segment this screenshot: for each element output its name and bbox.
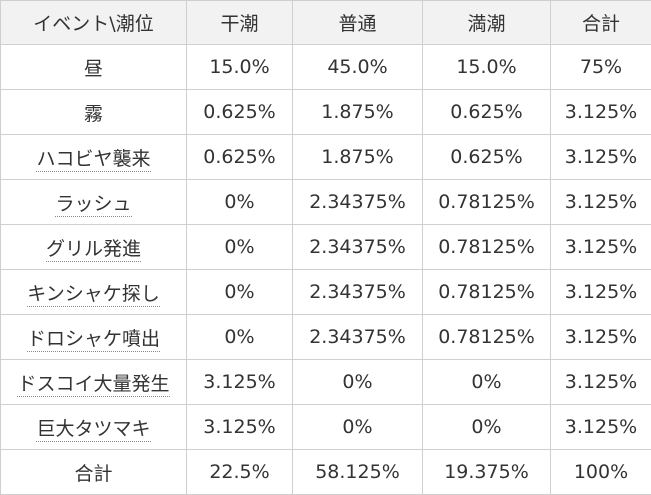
header-high-tide: 満潮 (423, 1, 551, 45)
low-tide-cell: 0% (187, 270, 293, 315)
table-row: キンシャケ探し 0%2.34375%0.78125%3.125% (1, 270, 651, 315)
event-cell: キンシャケ探し (1, 270, 187, 315)
event-link[interactable]: ドロシャケ噴出 (27, 328, 160, 352)
event-link[interactable]: ハコビヤ襲来 (36, 148, 150, 172)
high-tide-cell: 0.78125% (423, 225, 551, 270)
normal-tide-cell: 0% (293, 405, 423, 450)
normal-tide-cell: 2.34375% (293, 270, 423, 315)
total-cell: 3.125% (551, 315, 651, 360)
normal-tide-cell: 45.0% (293, 45, 423, 90)
normal-tide-cell: 2.34375% (293, 315, 423, 360)
table-row: グリル発進 0%2.34375%0.78125%3.125% (1, 225, 651, 270)
header-low-tide: 干潮 (187, 1, 293, 45)
event-label: 合計 (74, 463, 112, 485)
event-link[interactable]: 巨大タツマキ (36, 418, 150, 442)
normal-tide-cell: 1.875% (293, 90, 423, 135)
event-link[interactable]: ドスコイ大量発生 (17, 373, 169, 397)
header-row: イベント\潮位 干潮 普通 満潮 合計 (1, 1, 651, 45)
total-cell: 3.125% (551, 225, 651, 270)
event-cell: 昼 (1, 45, 187, 90)
event-cell: グリル発進 (1, 225, 187, 270)
event-cell: 巨大タツマキ (1, 405, 187, 450)
high-tide-cell: 15.0% (423, 45, 551, 90)
total-cell: 100% (551, 450, 651, 495)
event-label: 霧 (84, 103, 103, 125)
total-cell: 3.125% (551, 135, 651, 180)
total-cell: 75% (551, 45, 651, 90)
low-tide-cell: 22.5% (187, 450, 293, 495)
event-cell: 合計 (1, 450, 187, 495)
event-cell: ラッシュ (1, 180, 187, 225)
event-cell: 霧 (1, 90, 187, 135)
event-link[interactable]: キンシャケ探し (27, 283, 159, 307)
table-row: ラッシュ 0%2.34375%0.78125%3.125% (1, 180, 651, 225)
header-event-tide: イベント\潮位 (1, 1, 187, 45)
total-cell: 3.125% (551, 360, 651, 405)
high-tide-cell: 0% (423, 360, 551, 405)
low-tide-cell: 0% (187, 315, 293, 360)
table-row: 合計 22.5%58.125%19.375%100% (1, 450, 651, 495)
total-cell: 3.125% (551, 180, 651, 225)
normal-tide-cell: 0% (293, 360, 423, 405)
event-cell: ハコビヤ襲来 (1, 135, 187, 180)
high-tide-cell: 0% (423, 405, 551, 450)
normal-tide-cell: 2.34375% (293, 225, 423, 270)
header-total: 合計 (551, 1, 651, 45)
high-tide-cell: 0.78125% (423, 180, 551, 225)
low-tide-cell: 0.625% (187, 90, 293, 135)
low-tide-cell: 3.125% (187, 405, 293, 450)
low-tide-cell: 0.625% (187, 135, 293, 180)
low-tide-cell: 15.0% (187, 45, 293, 90)
high-tide-cell: 19.375% (423, 450, 551, 495)
low-tide-cell: 0% (187, 225, 293, 270)
event-cell: ドスコイ大量発生 (1, 360, 187, 405)
event-label: 昼 (84, 58, 103, 80)
event-link[interactable]: ラッシュ (55, 193, 131, 217)
high-tide-cell: 0.78125% (423, 270, 551, 315)
high-tide-cell: 0.625% (423, 90, 551, 135)
normal-tide-cell: 1.875% (293, 135, 423, 180)
low-tide-cell: 3.125% (187, 360, 293, 405)
total-cell: 3.125% (551, 270, 651, 315)
event-link[interactable]: グリル発進 (46, 238, 141, 262)
total-cell: 3.125% (551, 405, 651, 450)
header-normal-tide: 普通 (293, 1, 423, 45)
low-tide-cell: 0% (187, 180, 293, 225)
normal-tide-cell: 2.34375% (293, 180, 423, 225)
event-cell: ドロシャケ噴出 (1, 315, 187, 360)
table-row: ドロシャケ噴出 0%2.34375%0.78125%3.125% (1, 315, 651, 360)
high-tide-cell: 0.625% (423, 135, 551, 180)
high-tide-cell: 0.78125% (423, 315, 551, 360)
normal-tide-cell: 58.125% (293, 450, 423, 495)
total-cell: 3.125% (551, 90, 651, 135)
